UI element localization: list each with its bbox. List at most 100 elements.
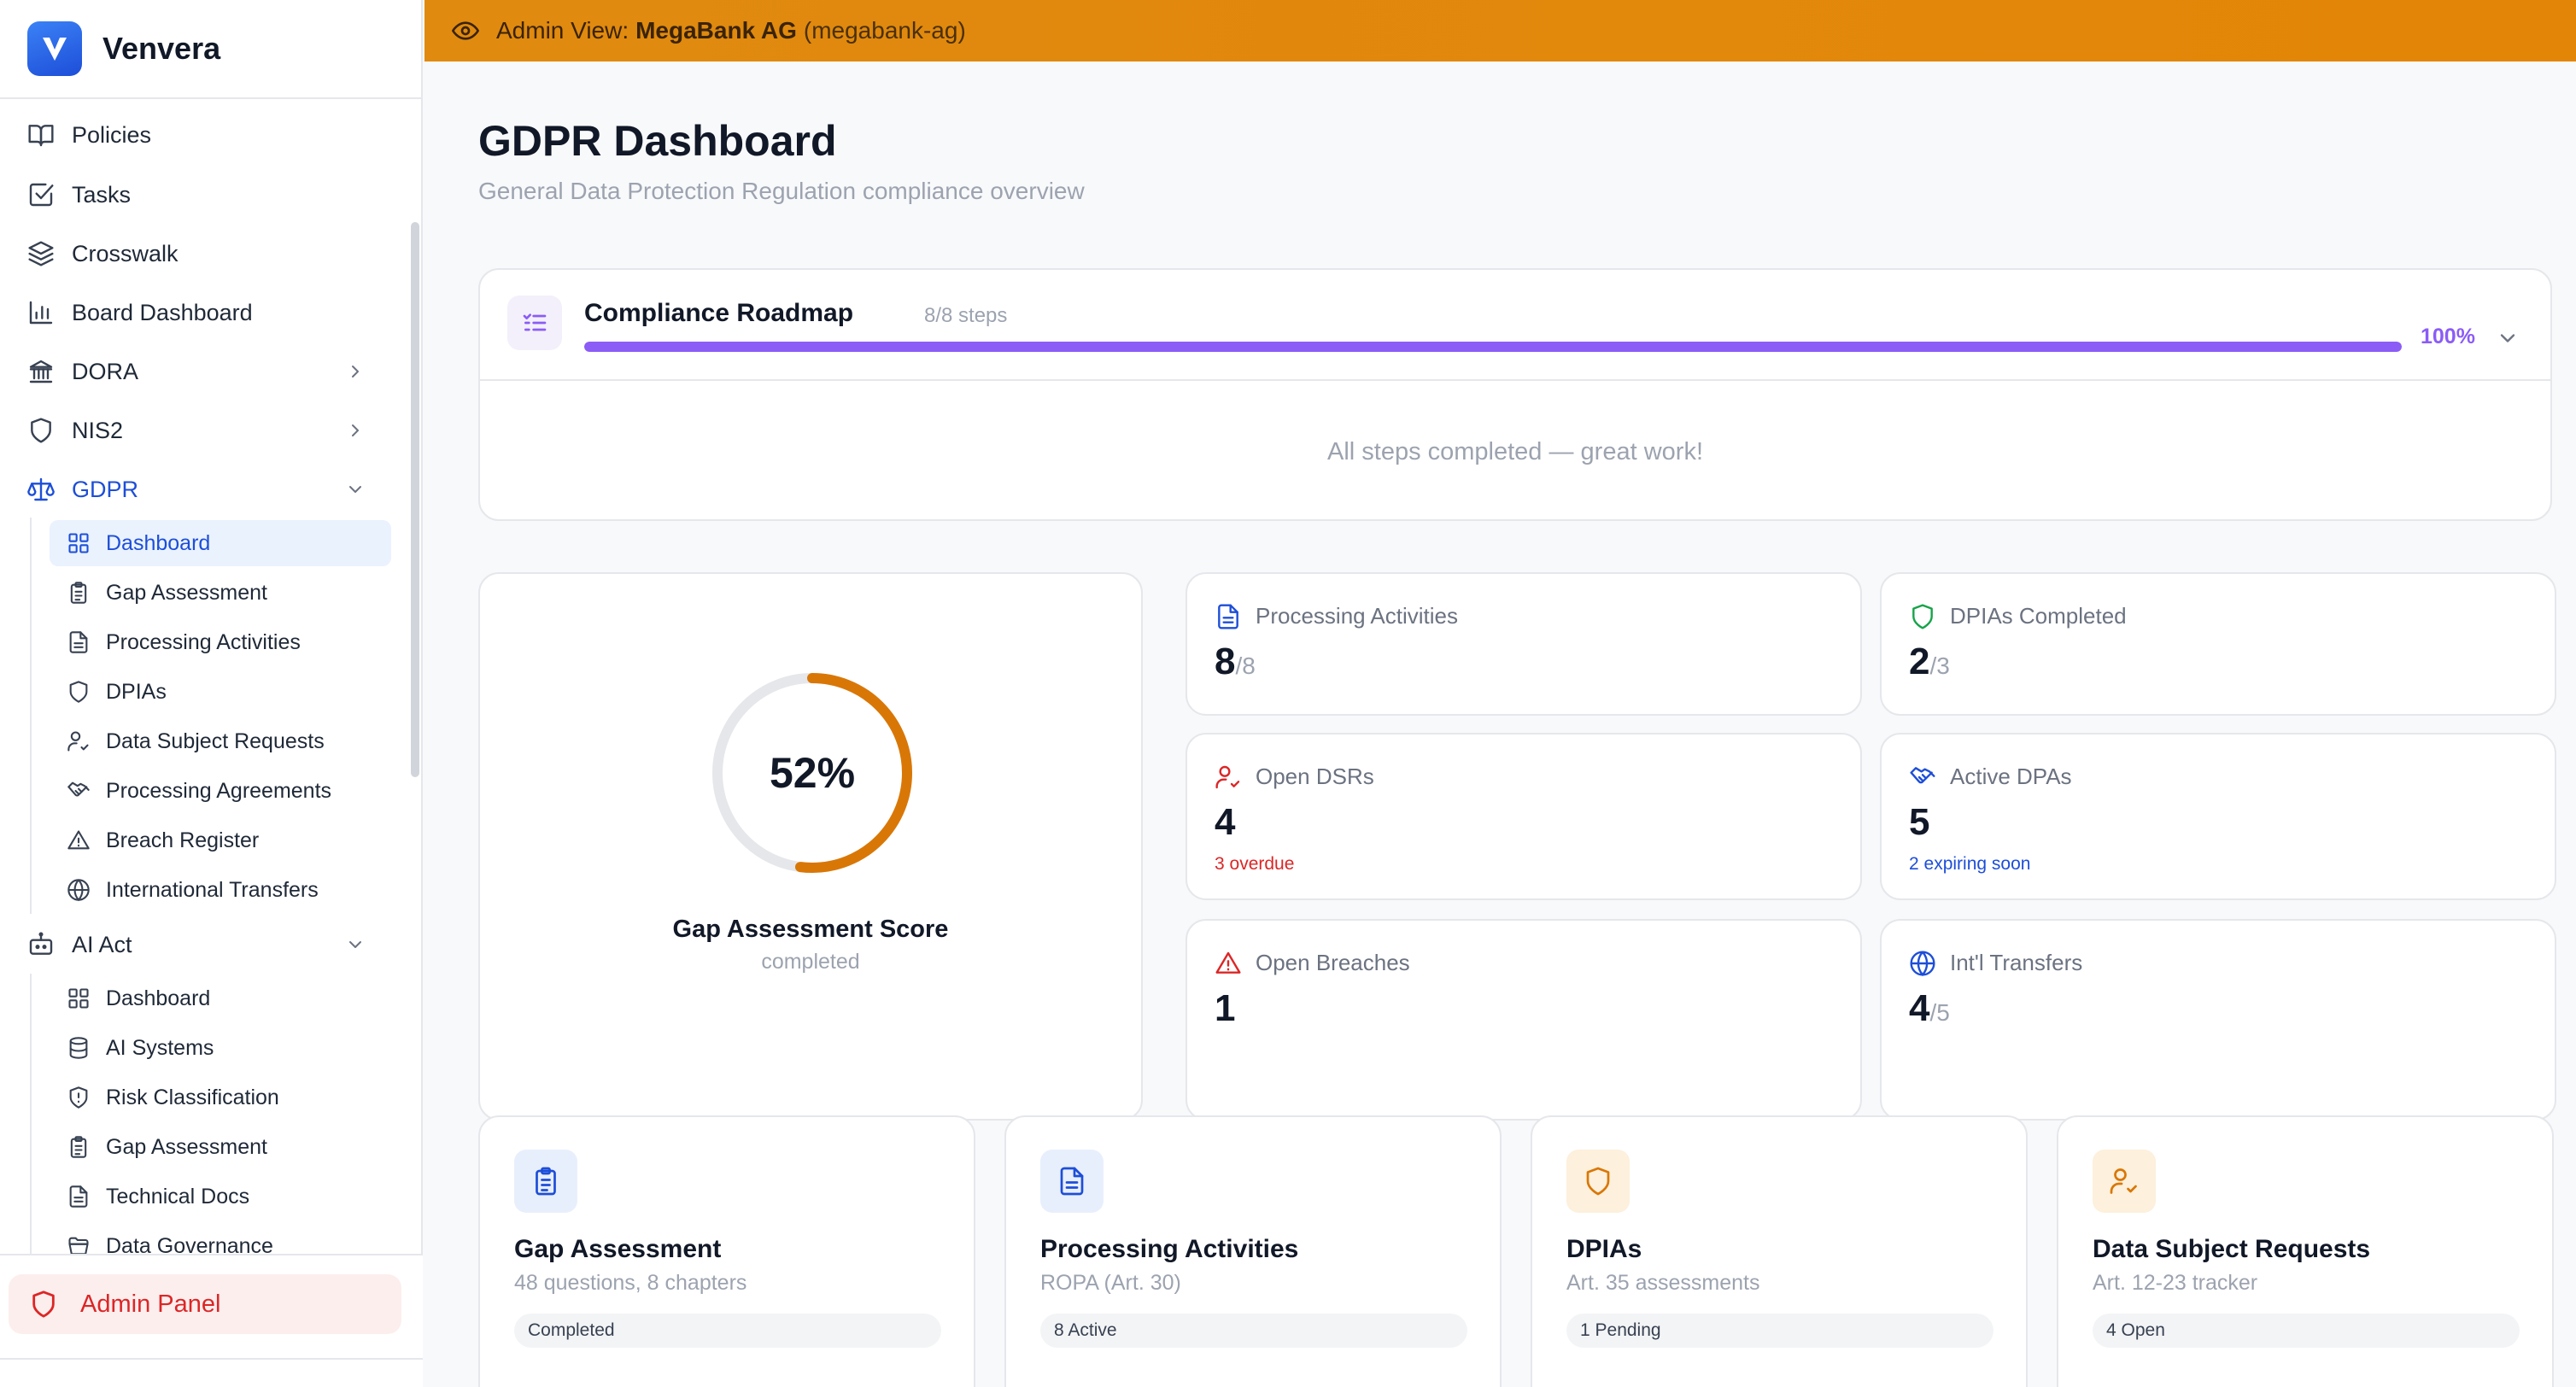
subnav-divider bbox=[30, 518, 32, 914]
admin-panel-button[interactable]: Admin Panel bbox=[9, 1274, 401, 1334]
stat-number: 4 bbox=[1909, 987, 1930, 1029]
eye-icon bbox=[452, 21, 479, 40]
alert-triangle-icon bbox=[1215, 951, 1241, 974]
clipboard-list-icon bbox=[70, 582, 87, 604]
module-status-badge: Completed bbox=[514, 1314, 941, 1348]
sidebar-item-label: Board Dashboard bbox=[72, 299, 253, 325]
ai-sub-technical-docs[interactable]: Technical Docs bbox=[50, 1173, 391, 1220]
sidebar: Venvera Policies Tasks Crosswalk Board D… bbox=[0, 0, 423, 1387]
stat-label: DPIAs Completed bbox=[1950, 603, 2127, 629]
stat-open-breaches[interactable]: Open Breaches 1 bbox=[1186, 919, 1862, 1121]
gdpr-sub-processing-agreements[interactable]: Processing Agreements bbox=[50, 768, 391, 814]
divider bbox=[0, 1358, 423, 1360]
bank-icon bbox=[29, 360, 53, 383]
clipboard-list-icon bbox=[70, 1136, 87, 1158]
ai-sub-gap-assessment[interactable]: Gap Assessment bbox=[50, 1124, 391, 1170]
sidebar-item-dora[interactable]: DORA bbox=[0, 346, 393, 397]
module-title: Data Subject Requests bbox=[2093, 1235, 2371, 1263]
database-icon bbox=[69, 1037, 88, 1059]
score-gauge-arc bbox=[712, 673, 912, 873]
ai-sub-dashboard[interactable]: Dashboard bbox=[50, 975, 391, 1021]
sidebar-item-label: DORA bbox=[72, 358, 139, 384]
venvera-logo-icon bbox=[27, 21, 82, 76]
dashboard-grid-icon bbox=[68, 533, 89, 553]
roadmap-header[interactable]: Compliance Roadmap 8/8 steps 100% bbox=[480, 270, 2550, 381]
gdpr-sub-international-transfers[interactable]: International Transfers bbox=[50, 867, 391, 913]
stat-value: 2/3 bbox=[1909, 641, 1950, 683]
sidebar-scrollbar[interactable] bbox=[411, 222, 419, 777]
gdpr-sub-processing-activities[interactable]: Processing Activities bbox=[50, 619, 391, 665]
stat-value: 4/5 bbox=[1909, 987, 1950, 1030]
sub-item-label: Gap Assessment bbox=[106, 1134, 267, 1159]
roadmap-progress-bar bbox=[584, 342, 2402, 352]
sub-item-label: AI Systems bbox=[106, 1035, 214, 1060]
score-label: Gap Assessment Score bbox=[672, 916, 949, 943]
sidebar-item-gdpr[interactable]: GDPR bbox=[0, 464, 393, 515]
stat-value: 8/8 bbox=[1215, 641, 1256, 683]
sidebar-nav: Policies Tasks Crosswalk Board Dashboard… bbox=[0, 0, 410, 1258]
brand-name: Venvera bbox=[102, 31, 221, 66]
stat-number: 2 bbox=[1909, 641, 1930, 682]
banner-org-slug: (megabank-ag) bbox=[803, 17, 966, 44]
stat-dpias-completed[interactable]: DPIAs Completed 2/3 bbox=[1880, 572, 2556, 716]
stat-denominator: /5 bbox=[1929, 999, 1950, 1026]
module-title: Gap Assessment bbox=[514, 1235, 722, 1263]
ai-sub-ai-systems[interactable]: AI Systems bbox=[50, 1025, 391, 1071]
shield-icon bbox=[1912, 604, 1933, 629]
file-text-icon bbox=[1040, 1150, 1104, 1213]
page-title: GDPR Dashboard bbox=[478, 117, 837, 165]
chevron-right-icon bbox=[352, 424, 359, 436]
stat-note: 2 expiring soon bbox=[1909, 854, 2031, 874]
ai-sub-data-governance[interactable]: Data Governance bbox=[50, 1223, 391, 1269]
sub-item-label: Dashboard bbox=[106, 986, 211, 1010]
user-check-icon bbox=[67, 731, 89, 752]
sub-item-label: Gap Assessment bbox=[106, 580, 267, 605]
stat-label: Int'l Transfers bbox=[1950, 950, 2083, 975]
chevron-down-icon[interactable] bbox=[2496, 326, 2520, 350]
chevron-down-icon bbox=[349, 486, 361, 493]
sidebar-footer: Admin Panel bbox=[0, 1254, 423, 1387]
alert-triangle-icon bbox=[67, 830, 90, 850]
compliance-roadmap-card: Compliance Roadmap 8/8 steps 100% All st… bbox=[478, 268, 2552, 521]
stat-label: Open Breaches bbox=[1256, 950, 1410, 975]
file-text-icon bbox=[69, 1185, 88, 1208]
gdpr-sub-breach-register[interactable]: Breach Register bbox=[50, 817, 391, 863]
gdpr-sub-data-subject-requests[interactable]: Data Subject Requests bbox=[50, 718, 391, 764]
gdpr-sub-gap-assessment[interactable]: Gap Assessment bbox=[50, 570, 391, 616]
stat-open-dsrs[interactable]: Open DSRs 4 3 overdue bbox=[1186, 733, 1862, 900]
sidebar-item-nis2[interactable]: NIS2 bbox=[0, 405, 393, 456]
stat-active-dpas[interactable]: Active DPAs 5 2 expiring soon bbox=[1880, 733, 2556, 900]
sidebar-item-tasks[interactable]: Tasks bbox=[0, 169, 393, 220]
sidebar-item-ai-act[interactable]: AI Act bbox=[0, 919, 393, 970]
sub-item-label: International Transfers bbox=[106, 877, 319, 902]
sidebar-item-policies[interactable]: Policies bbox=[0, 109, 393, 161]
module-card-data-subject-requests[interactable]: Data Subject Requests Art. 12-23 tracker… bbox=[2057, 1115, 2554, 1387]
module-card-dpias[interactable]: DPIAs Art. 35 assessments 1 Pending bbox=[1531, 1115, 2028, 1387]
score-gauge bbox=[712, 673, 912, 873]
sidebar-item-label: Crosswalk bbox=[72, 240, 179, 266]
sidebar-item-board-dashboard[interactable]: Board Dashboard bbox=[0, 287, 393, 338]
layers-icon bbox=[28, 241, 54, 266]
gdpr-sub-dpias[interactable]: DPIAs bbox=[50, 669, 391, 715]
sidebar-item-label: Tasks bbox=[72, 181, 132, 208]
stat-label: Open DSRs bbox=[1256, 764, 1374, 789]
dashboard-grid-icon bbox=[68, 988, 89, 1009]
module-card-gap-assessment[interactable]: Gap Assessment 48 questions, 8 chapters … bbox=[478, 1115, 975, 1387]
sub-item-label: Data Governance bbox=[106, 1233, 273, 1258]
stat-processing-activities[interactable]: Processing Activities 8/8 bbox=[1186, 572, 1862, 716]
stat-label: Processing Activities bbox=[1256, 603, 1458, 629]
stat-intl-transfers[interactable]: Int'l Transfers 4/5 bbox=[1880, 919, 2556, 1121]
score-sub: completed bbox=[761, 950, 860, 974]
sidebar-item-crosswalk[interactable]: Crosswalk bbox=[0, 228, 393, 279]
stat-value: 5 bbox=[1909, 801, 1930, 843]
gdpr-sub-dashboard[interactable]: Dashboard bbox=[50, 520, 391, 566]
sidebar-item-label: AI Act bbox=[72, 931, 132, 957]
module-card-processing-activities[interactable]: Processing Activities ROPA (Art. 30) 8 A… bbox=[1004, 1115, 1502, 1387]
handshake-icon bbox=[67, 781, 90, 797]
module-subtitle: ROPA (Art. 30) bbox=[1040, 1271, 1181, 1295]
sub-item-label: Breach Register bbox=[106, 828, 260, 852]
subnav-divider bbox=[30, 974, 32, 1254]
brand[interactable]: Venvera bbox=[0, 0, 421, 99]
module-status-badge: 8 Active bbox=[1040, 1314, 1467, 1348]
ai-sub-risk-classification[interactable]: Risk Classification bbox=[50, 1074, 391, 1121]
